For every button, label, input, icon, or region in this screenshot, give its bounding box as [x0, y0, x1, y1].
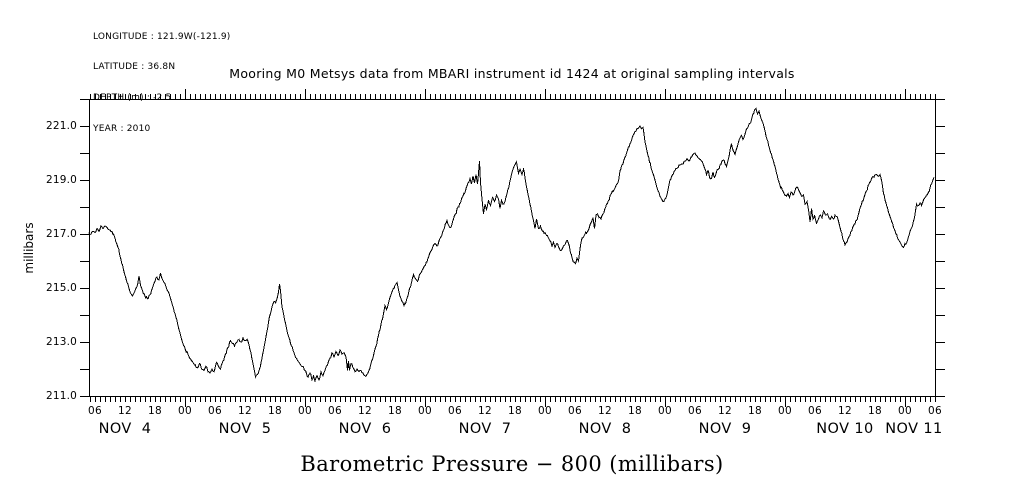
day-label: NOV 11 [885, 421, 943, 437]
x-axis-title: Barometric Pressure − 800 (millibars) [300, 452, 724, 476]
day-label: NOV 5 [218, 421, 272, 437]
hour-tick-label: 00 [178, 405, 192, 417]
axis-ticks [80, 89, 945, 407]
y-tick-label: 217.0 [45, 228, 77, 240]
metadata-latitude: LATITUDE : 36.8N [93, 62, 176, 73]
hour-tick-label: 06 [208, 405, 222, 417]
hour-tick-label: 12 [118, 405, 132, 417]
hour-tick-label: 06 [88, 405, 102, 417]
hour-tick-label: 00 [898, 405, 912, 417]
hour-tick-label: 06 [568, 405, 582, 417]
y-tick-label: 221.0 [45, 120, 77, 132]
plot-border [89, 99, 936, 397]
hour-tick-label: 12 [358, 405, 372, 417]
hour-tick-label: 12 [478, 405, 492, 417]
hour-tick-label: 18 [868, 405, 882, 417]
hour-tick-label: 00 [658, 405, 672, 417]
hour-tick-label: 00 [538, 405, 552, 417]
hour-tick-label: 00 [298, 405, 312, 417]
hour-tick-label: 18 [388, 405, 402, 417]
y-tick-label: 219.0 [45, 174, 77, 186]
metadata-longitude: LONGITUDE : 121.9W(-121.9) [93, 31, 231, 42]
hour-tick-label: 06 [328, 405, 342, 417]
hour-tick-label: 06 [928, 405, 942, 417]
hour-tick-label: 18 [268, 405, 282, 417]
hour-tick-label: 00 [418, 405, 432, 417]
hour-tick-label: 06 [808, 405, 822, 417]
day-label: NOV 10 [816, 421, 874, 437]
pressure-trace [88, 107, 935, 383]
day-label: NOV 6 [338, 421, 392, 437]
day-label: NOV 9 [698, 421, 752, 437]
y-tick-label: 215.0 [45, 282, 77, 294]
hour-tick-label: 18 [508, 405, 522, 417]
day-label: NOV 4 [98, 421, 152, 437]
hour-tick-label: 18 [748, 405, 762, 417]
hour-tick-label: 12 [238, 405, 252, 417]
hour-tick-label: 12 [838, 405, 852, 417]
hour-tick-label: 12 [598, 405, 612, 417]
y-tick-label: 211.0 [45, 390, 77, 402]
chart-title: Mooring M0 Metsys data from MBARI instru… [229, 66, 795, 81]
hour-tick-label: 18 [148, 405, 162, 417]
hour-tick-label: 06 [688, 405, 702, 417]
metadata-year: YEAR : 2010 [93, 124, 151, 135]
hour-tick-label: 00 [778, 405, 792, 417]
y-tick-label: 213.0 [45, 336, 77, 348]
hour-tick-label: 18 [628, 405, 642, 417]
hour-tick-label: 06 [448, 405, 462, 417]
day-label: NOV 7 [458, 421, 512, 437]
hour-tick-label: 12 [718, 405, 732, 417]
day-label: NOV 8 [578, 421, 632, 437]
